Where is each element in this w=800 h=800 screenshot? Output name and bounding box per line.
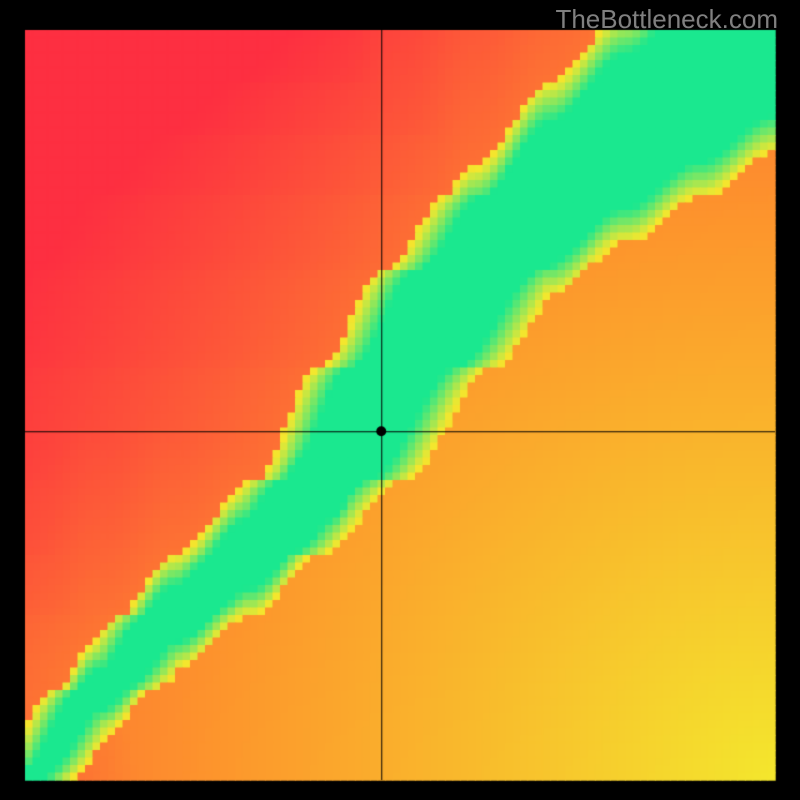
bottleneck-heatmap (0, 0, 800, 800)
watermark-text: TheBottleneck.com (555, 4, 778, 35)
chart-container: { "canvas": { "width": 800, "height": 80… (0, 0, 800, 800)
